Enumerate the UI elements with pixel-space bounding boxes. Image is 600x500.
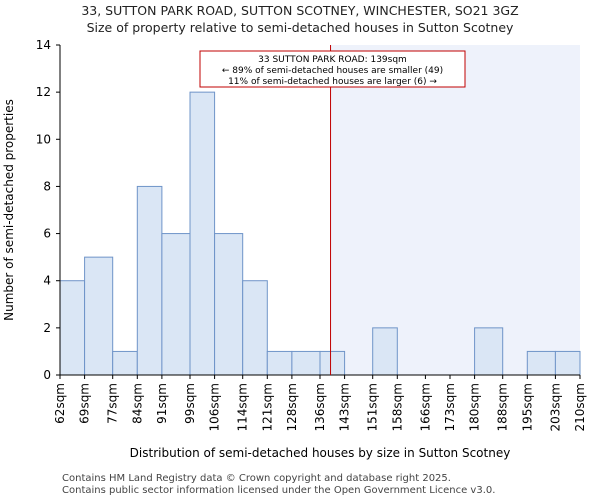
- x-tick-label: 99sqm: [183, 383, 197, 424]
- annotation-border: [199, 50, 466, 88]
- bar-180sqm: [474, 327, 504, 376]
- y-tick-label: 12: [36, 85, 51, 99]
- bar-128sqm: [291, 350, 321, 376]
- x-tick-label: 136sqm: [313, 383, 327, 431]
- bar-69sqm: [84, 256, 114, 376]
- footer-line-2: Contains public sector information licen…: [62, 485, 496, 496]
- x-tick-label: 195sqm: [520, 383, 534, 431]
- x-axis-label: Distribution of semi-detached houses by …: [130, 446, 511, 460]
- x-tick-label: 210sqm: [573, 383, 587, 431]
- annotation-line-3: 11% of semi-detached houses are larger (…: [228, 77, 437, 87]
- x-tick-label: 84sqm: [130, 383, 144, 424]
- bar-121sqm: [266, 350, 293, 376]
- x-tick-label: 128sqm: [285, 383, 299, 431]
- x-tick-label: 114sqm: [236, 383, 250, 431]
- x-tick-label: 69sqm: [78, 383, 92, 424]
- x-tick-label: 180sqm: [468, 383, 482, 431]
- chart-subtitle: Size of property relative to semi-detach…: [86, 20, 514, 35]
- bar-99sqm: [189, 91, 216, 376]
- bar-114sqm: [242, 280, 268, 376]
- y-axis-label: Number of semi-detached properties: [2, 99, 16, 321]
- larger-region-shading: [330, 45, 580, 375]
- chart-title: 33, SUTTON PARK ROAD, SUTTON SCOTNEY, WI…: [81, 3, 519, 18]
- y-axis: 0 2 4 6 8 10 12 14: [36, 38, 61, 382]
- bar-136sqm: [319, 350, 346, 376]
- x-tick-label: 188sqm: [496, 383, 510, 431]
- x-axis: 62sqm 69sqm 77sqm 84sqm 91sqm 99sqm 106sqm 114s…: [53, 374, 587, 431]
- x-tick-label: 158sqm: [390, 383, 404, 431]
- y-tick-label: 10: [36, 132, 51, 146]
- x-tick-label: 121sqm: [260, 383, 274, 431]
- bar-151sqm: [372, 327, 398, 376]
- bar-91sqm: [161, 233, 191, 376]
- bar-106sqm: [214, 233, 244, 376]
- x-tick-label: 106sqm: [208, 383, 222, 431]
- bar-195sqm: [526, 350, 556, 376]
- x-tick-label: 77sqm: [106, 383, 120, 424]
- y-tick-label: 14: [36, 38, 51, 52]
- footer-line-1: Contains HM Land Registry data © Crown c…: [62, 473, 451, 484]
- bar-84sqm: [136, 185, 163, 376]
- y-tick-label: 6: [43, 227, 51, 241]
- bar-62sqm: [59, 280, 86, 376]
- x-tick-label: 151sqm: [366, 383, 380, 431]
- x-tick-label: 91sqm: [155, 383, 169, 424]
- bar-203sqm: [554, 350, 581, 376]
- y-tick-label: 4: [43, 274, 51, 288]
- x-tick-label: 143sqm: [338, 383, 352, 431]
- x-tick-label: 62sqm: [53, 383, 67, 424]
- bars-group: [59, 91, 581, 376]
- y-tick-label: 8: [43, 179, 51, 193]
- bar-77sqm: [112, 350, 138, 376]
- x-tick-label: 166sqm: [418, 383, 432, 431]
- y-tick-label: 2: [43, 321, 51, 335]
- x-tick-label: 173sqm: [443, 383, 457, 431]
- annotation-box: 33 SUTTON PARK ROAD: 139sqm ← 89% of sem…: [199, 50, 466, 88]
- annotation-line-1: 33 SUTTON PARK ROAD: 139sqm: [258, 55, 407, 65]
- y-tick-label: 0: [43, 368, 51, 382]
- annotation-line-2: ← 89% of semi-detached houses are smalle…: [222, 66, 443, 76]
- x-tick-label: 203sqm: [548, 383, 562, 431]
